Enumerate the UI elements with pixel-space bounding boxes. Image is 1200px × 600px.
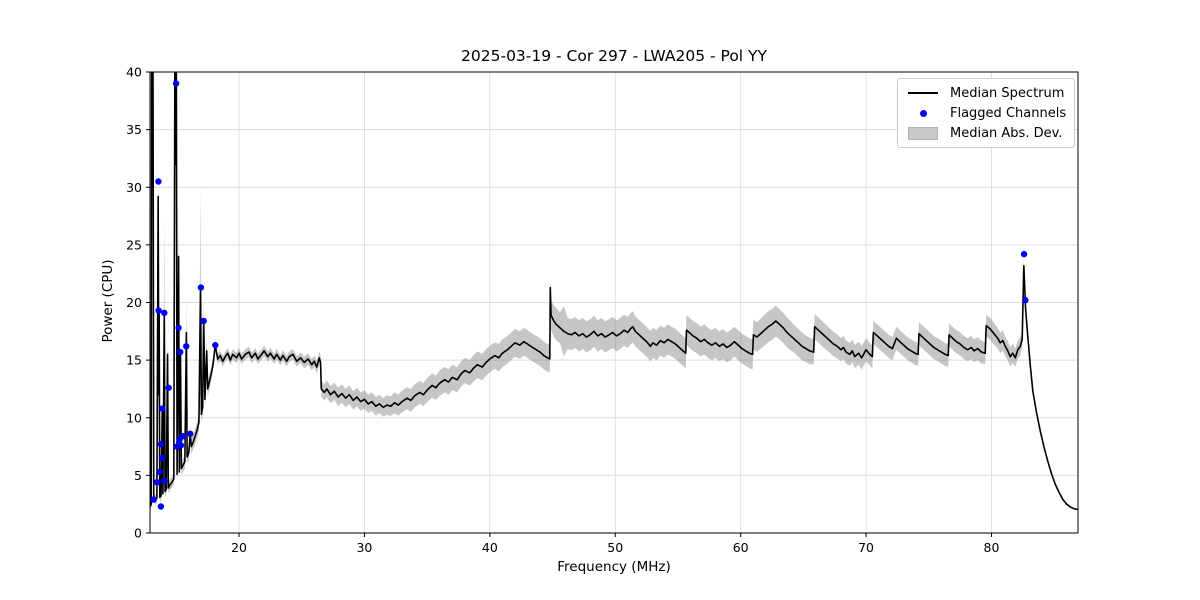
x-tick-label: 20: [231, 540, 247, 555]
x-axis-label: Frequency (MHz): [557, 559, 671, 575]
flagged-channel-dot: [155, 307, 162, 314]
flagged-channel-dot: [161, 477, 168, 485]
legend-item-median-abs-dev: Median Abs. Dev.: [906, 123, 1066, 143]
flagged-channel-dot: [172, 80, 180, 87]
flagged-channel-dot: [173, 443, 181, 450]
x-tick-label: 40: [482, 540, 498, 555]
y-tick-label: 10: [126, 410, 142, 425]
y-tick-label: 15: [126, 353, 142, 368]
flagged-channel-dot: [1022, 296, 1029, 304]
x-tick-label: 30: [356, 540, 372, 555]
flagged-channel-dot: [155, 178, 162, 185]
x-tick-label: 60: [733, 540, 749, 555]
y-tick-label: 30: [126, 180, 142, 195]
legend-item-median-spectrum: Median Spectrum: [906, 83, 1066, 103]
y-tick-label: 40: [126, 65, 142, 80]
y-tick-label: 35: [126, 122, 142, 137]
flagged-channel-dot: [212, 341, 219, 349]
flagged-channel-dot: [187, 430, 194, 438]
flagged-channel-dot: [177, 348, 184, 356]
tick-marks: [146, 71, 992, 537]
y-tick-label: 25: [126, 237, 142, 252]
flagged-channel-dot: [158, 454, 166, 462]
x-tick-label: 50: [607, 540, 623, 555]
flagged-channel-dot: [200, 317, 207, 325]
flagged-channels: [150, 80, 1029, 510]
flagged-channel-dot: [165, 384, 172, 391]
legend-label: Median Spectrum: [950, 85, 1065, 101]
legend-label: Median Abs. Dev.: [950, 125, 1063, 141]
y-tick-label: 0: [134, 526, 142, 541]
tick-labels: 20 30 40 50 60 70 80 0 5 10 15 20 25 30 35 40: [126, 65, 999, 556]
flagged-channel-dot: [175, 324, 182, 332]
flagged-channel-dot: [176, 436, 183, 443]
legend: Median Spectrum Flagged Channels Median …: [897, 78, 1075, 148]
legend-label: Flagged Channels: [950, 105, 1067, 121]
flagged-channel-dot: [183, 343, 190, 350]
flagged-channel-dot: [159, 405, 166, 412]
x-tick-label: 70: [858, 540, 874, 555]
patch-swatch-icon: [906, 126, 940, 140]
mad-band: [150, 72, 1078, 510]
flagged-channel-dot: [153, 479, 161, 486]
median-spectrum-line: [150, 72, 1078, 511]
legend-item-flagged-channels: Flagged Channels: [906, 103, 1066, 123]
flagged-channel-dot: [150, 496, 157, 503]
flagged-channel-dot: [156, 468, 163, 476]
flagged-channel-dot: [197, 284, 205, 291]
line-swatch-icon: [906, 92, 940, 94]
data-layer: [150, 72, 1078, 511]
x-tick-label: 80: [984, 540, 1000, 555]
y-tick-label: 20: [126, 295, 142, 310]
flagged-channel-dot: [161, 309, 168, 317]
y-tick-label: 5: [134, 468, 142, 483]
marker-swatch-icon: [906, 109, 940, 117]
chart-title: 2025-03-19 - Cor 297 - LWA205 - Pol YY: [461, 47, 767, 65]
gridlines: [150, 71, 1078, 534]
flagged-channel-dot: [157, 503, 165, 510]
flagged-channel-dot: [1020, 250, 1028, 258]
flagged-channel-dot: [157, 441, 165, 448]
y-axis-label: Power (CPU): [100, 259, 116, 343]
